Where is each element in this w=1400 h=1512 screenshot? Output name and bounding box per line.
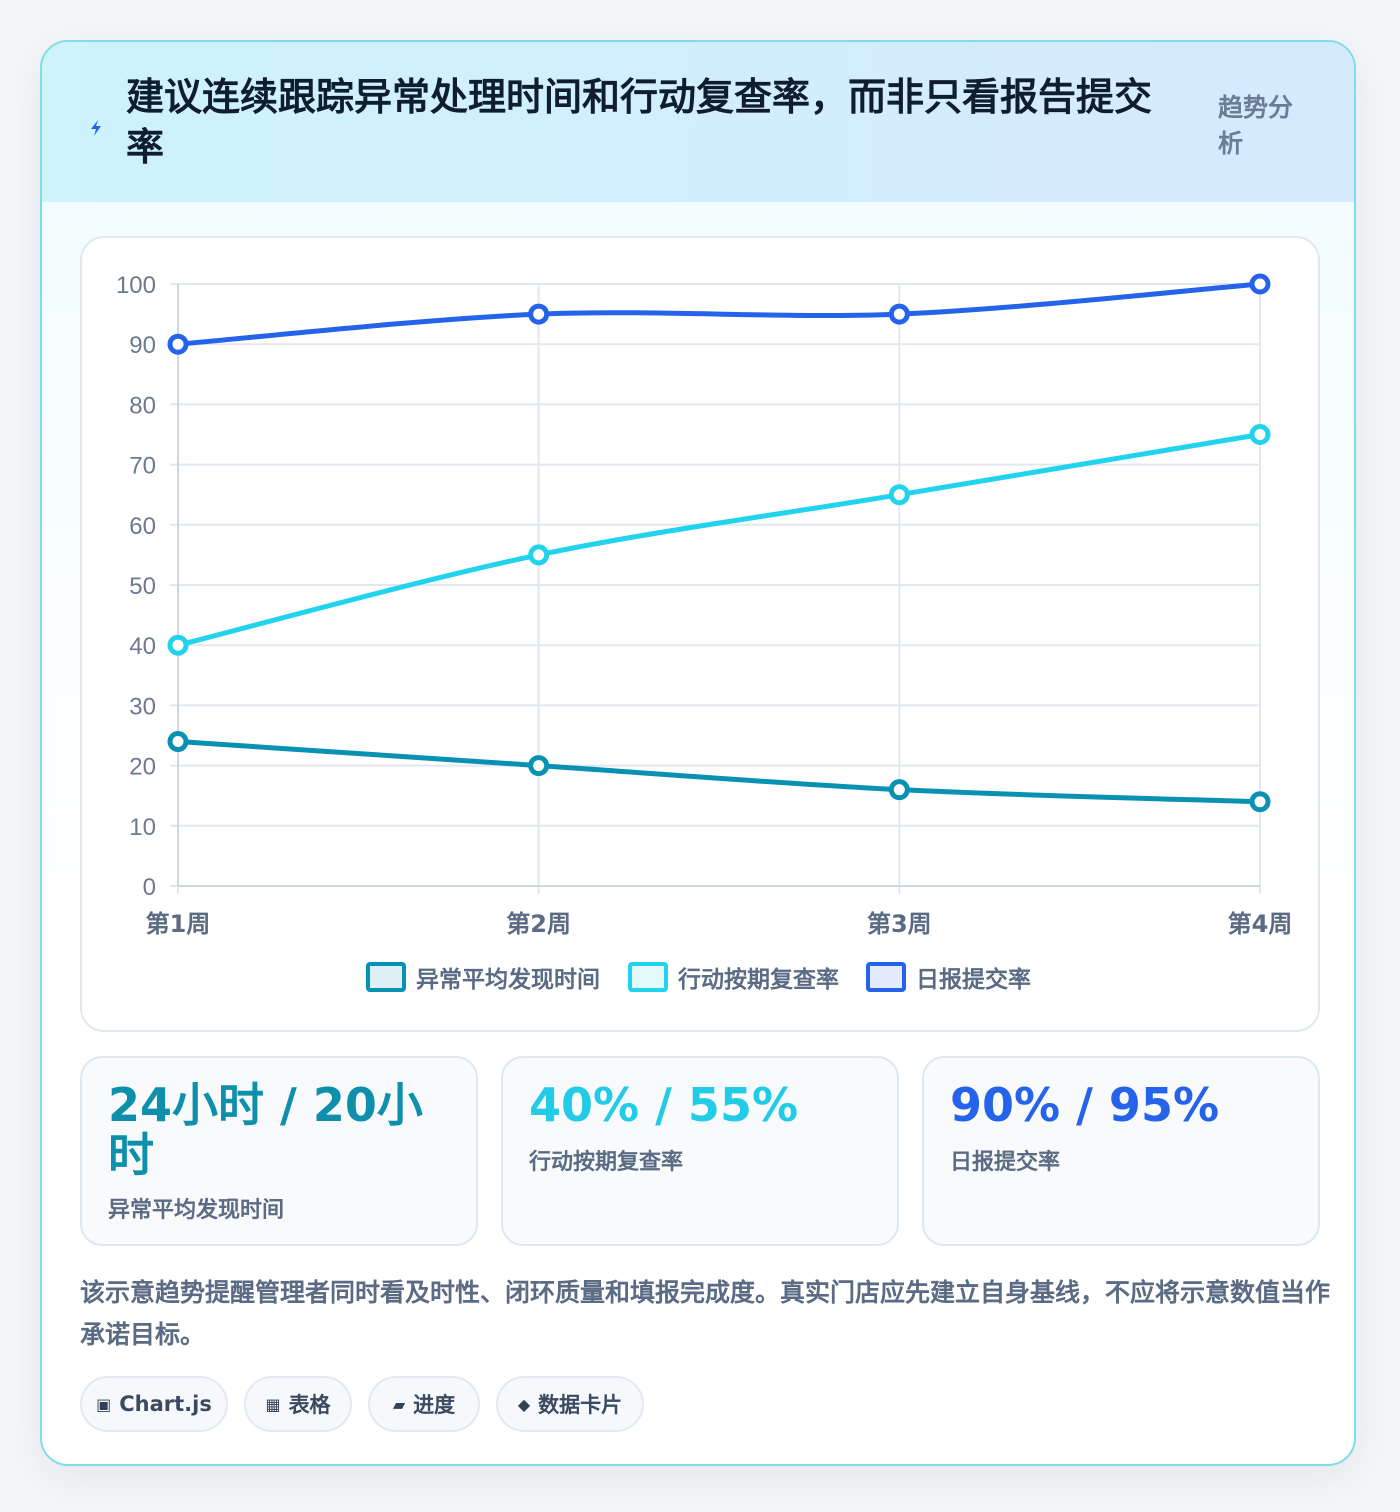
- diamond-icon: ◆: [517, 1394, 531, 1414]
- x-tick-label: 第3周: [867, 910, 932, 938]
- card-header: 建议连续跟踪异常处理时间和行动复查率，而非只看报告提交率 趋势分析: [42, 42, 1354, 202]
- y-tick-label: 80: [129, 392, 156, 419]
- footnote: 该示意趋势提醒管理者同时看及时性、闭环质量和填报完成度。真实门店应先建立自身基线…: [80, 1278, 1331, 1349]
- y-tick-label: 40: [129, 633, 156, 660]
- legend-label: 日报提交率: [916, 966, 1031, 993]
- stat-value: 40% / 55%: [529, 1078, 799, 1132]
- legend-swatch: [866, 962, 906, 992]
- data-point: [167, 731, 189, 753]
- line-chart: 0 10 20 30 40 50 60 70 80 90 100 第1周 第2周 第3周 第4周异常平均发现…: [116, 272, 1293, 993]
- stat-label: 异常平均发现时间: [108, 1198, 285, 1223]
- legend-label: 异常平均发现时间: [416, 966, 600, 993]
- data-point: [1249, 424, 1271, 445]
- table-icon: ▦: [265, 1394, 281, 1414]
- series-line: [175, 432, 1263, 648]
- x-tick-label: 第1周: [146, 910, 211, 938]
- chart-panel: 0 10 20 30 40 50 60 70 80 90 100 第1周 第2周 第3周 第4周异常平均发现…: [80, 236, 1320, 1032]
- stat-label: 行动按期复查率: [529, 1150, 684, 1175]
- chip-progress[interactable]: ▰ 进度: [368, 1376, 480, 1432]
- y-tick-label: 60: [129, 513, 156, 540]
- series-line: [175, 739, 1263, 805]
- stat-card-review-rate: 40% / 55% 行动按期复查率: [501, 1056, 899, 1246]
- y-tick-label: 20: [129, 754, 156, 781]
- data-point: [1249, 273, 1271, 295]
- chip-chartjs[interactable]: ▣ Chart.js: [80, 1376, 228, 1432]
- y-tick-label: 50: [129, 573, 156, 600]
- category-tag: 趋势分析: [1218, 93, 1294, 158]
- y-tick-label: 100: [116, 272, 156, 299]
- chip-label: Chart.js: [119, 1392, 212, 1416]
- chip-label: 进度: [413, 1393, 456, 1417]
- legend-label: 行动按期复查率: [677, 966, 839, 993]
- stat-card-response-time: 24小时 / 20小时 异常平均发现时间: [80, 1056, 478, 1246]
- chart-icon: ▣: [96, 1394, 112, 1414]
- chip-data-card[interactable]: ◆ 数据卡片: [496, 1376, 644, 1432]
- data-point: [167, 333, 189, 355]
- legend-swatch: [366, 962, 406, 992]
- stat-value: 24小时 / 20小时: [108, 1078, 423, 1182]
- y-tick-label: 10: [129, 814, 156, 841]
- stat-label: 日报提交率: [950, 1150, 1061, 1175]
- data-point: [528, 755, 550, 777]
- chip-label: 数据卡片: [538, 1393, 623, 1417]
- data-point: [1249, 791, 1271, 813]
- data-point: [528, 303, 550, 325]
- page-title: 建议连续跟踪异常处理时间和行动复查率，而非只看报告提交率: [126, 75, 1153, 169]
- chip-label: 表格: [288, 1393, 331, 1417]
- stat-card-submit-rate: 90% / 95% 日报提交率: [922, 1056, 1320, 1246]
- data-point: [888, 303, 910, 325]
- y-tick-label: 70: [129, 453, 156, 480]
- data-point: [888, 779, 910, 801]
- progress-icon: ▰: [392, 1394, 406, 1414]
- y-tick-label: 0: [143, 874, 156, 901]
- y-tick-label: 90: [129, 332, 156, 359]
- y-tick-label: 30: [129, 693, 156, 720]
- series-line: [175, 281, 1263, 347]
- data-point: [888, 484, 910, 506]
- data-point: [167, 634, 189, 656]
- chip-table[interactable]: ▦ 表格: [244, 1376, 352, 1432]
- x-tick-label: 第2周: [506, 910, 571, 938]
- x-tick-label: 第4周: [1228, 910, 1293, 938]
- legend-swatch: [628, 962, 668, 992]
- data-point: [528, 544, 550, 566]
- stat-value: 90% / 95%: [950, 1078, 1220, 1132]
- lightning-icon: [91, 120, 101, 136]
- trend-card: 建议连续跟踪异常处理时间和行动复查率，而非只看报告提交率 趋势分析 0 10 20 3…: [40, 40, 1356, 1466]
